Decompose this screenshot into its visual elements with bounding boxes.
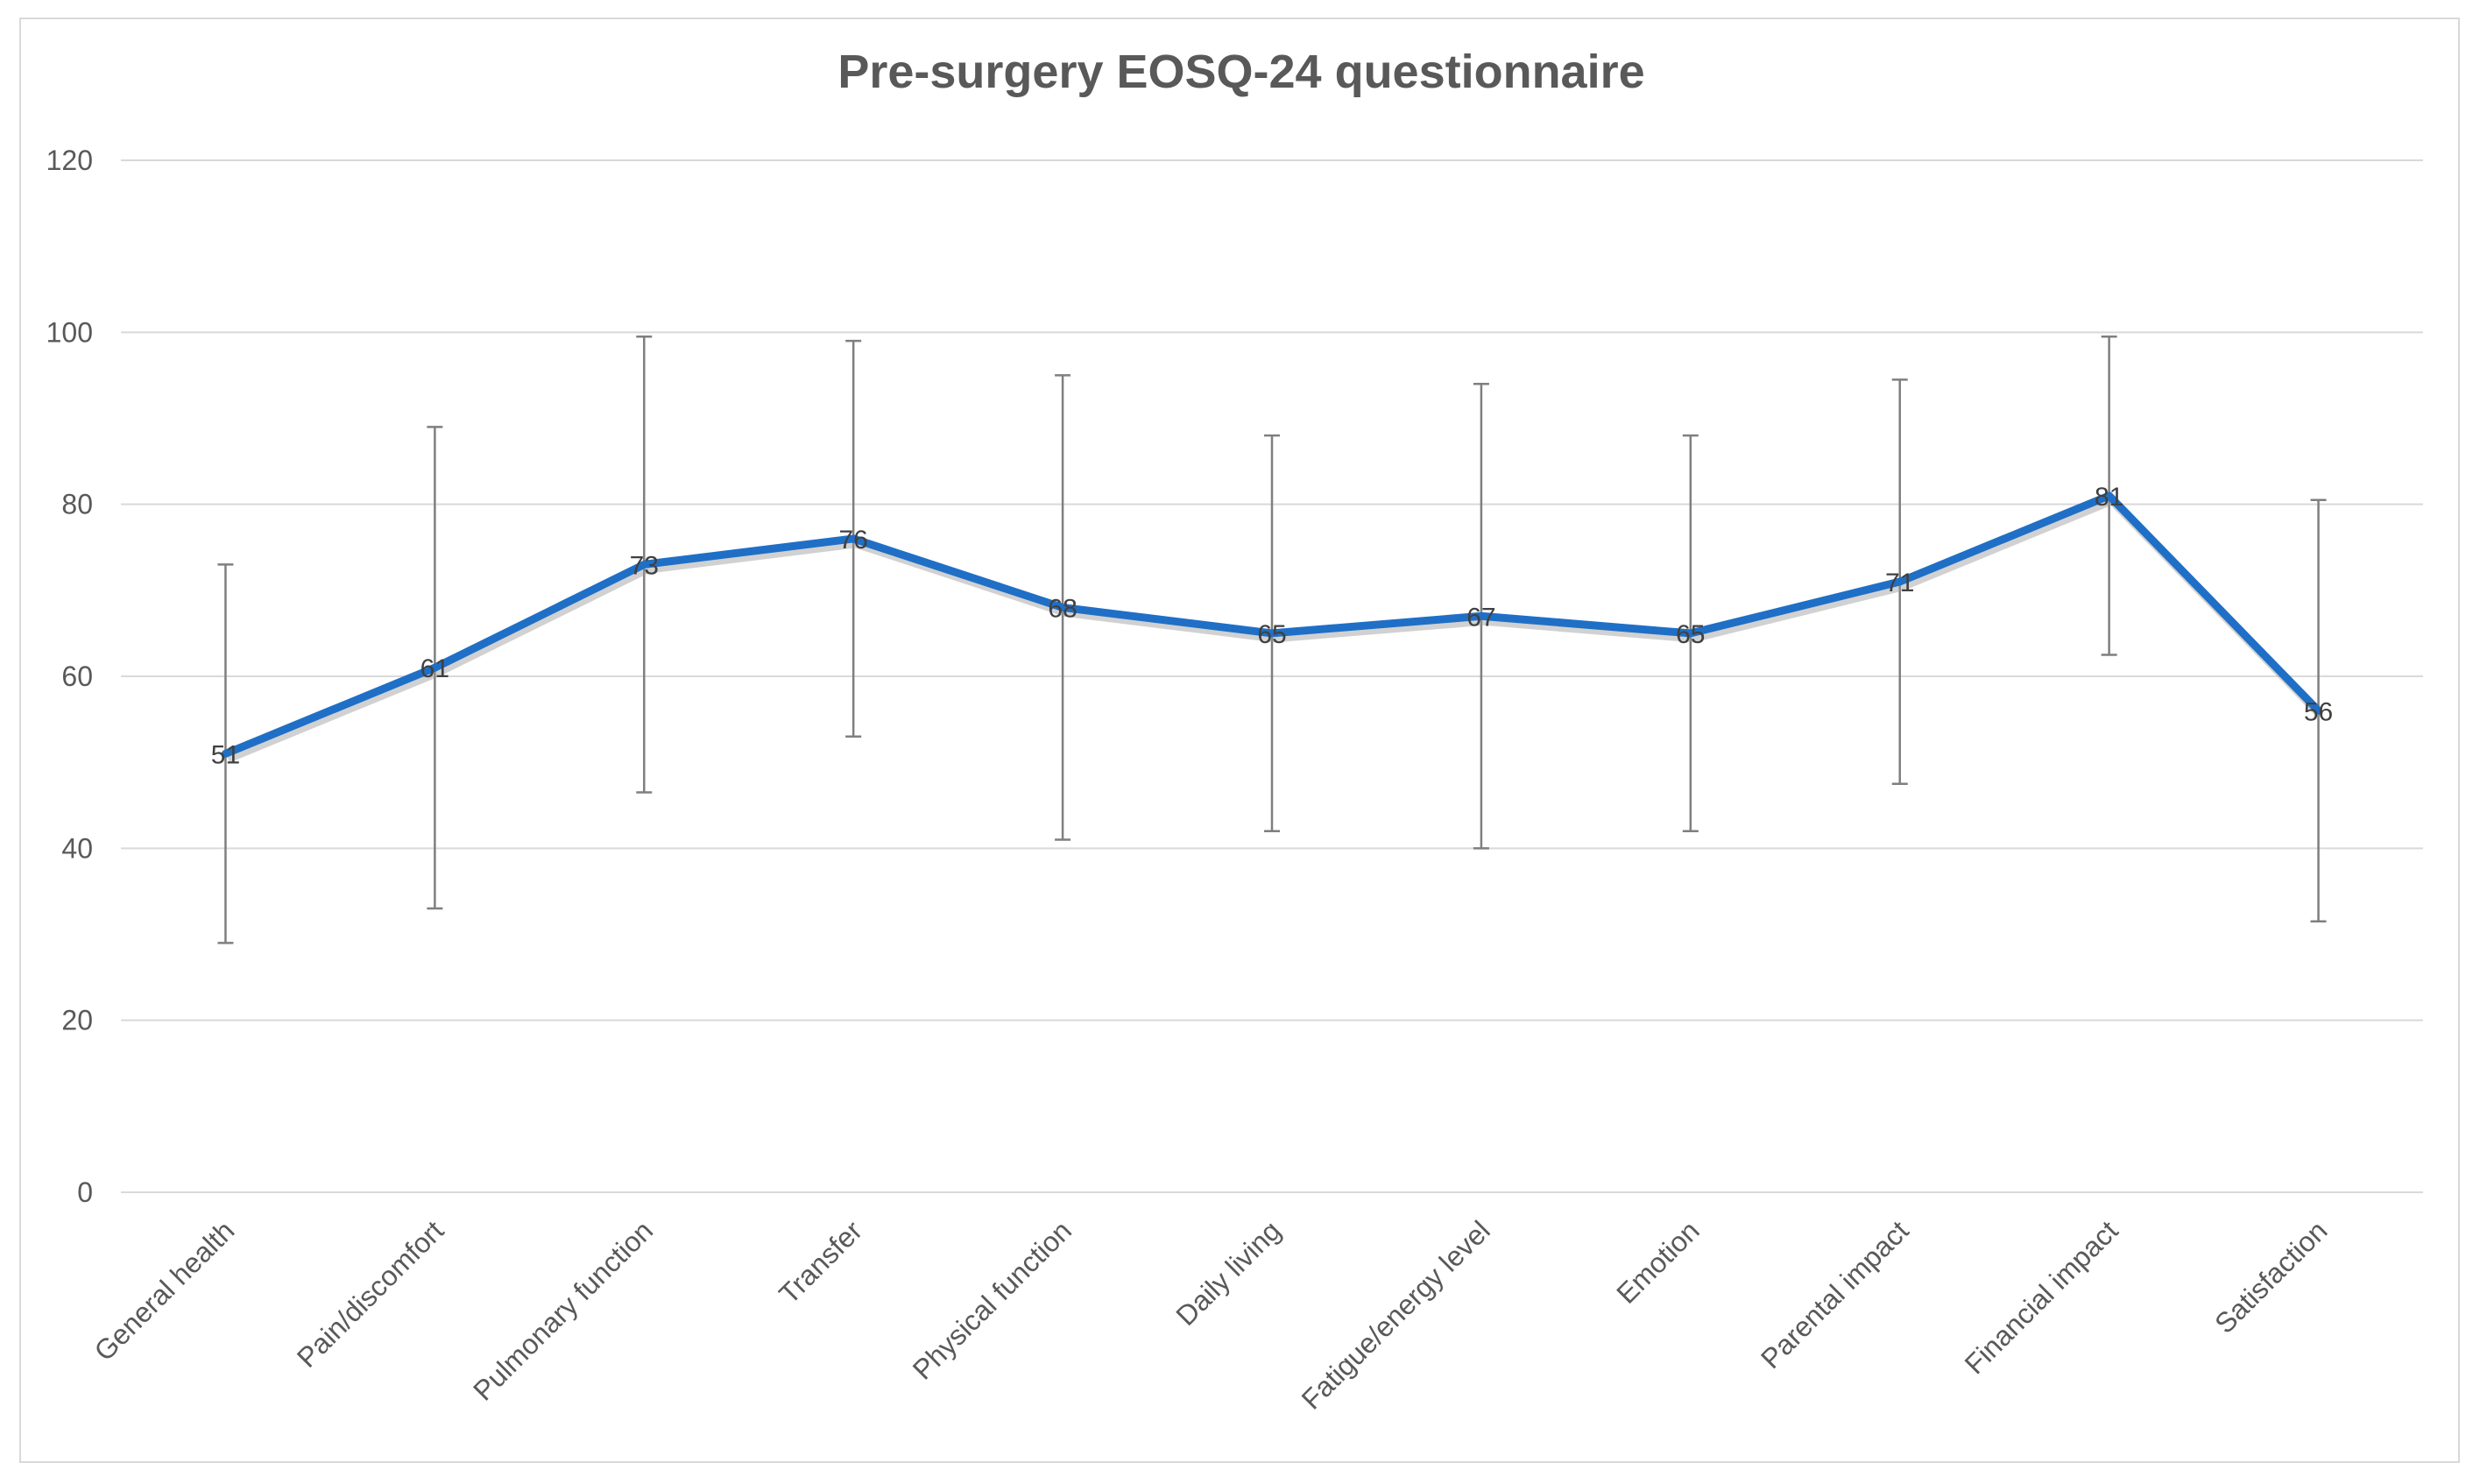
series-line-shadow — [226, 497, 2324, 763]
chart-frame: Pre-surgery EOSQ-24 questionnaire 0 20 40 6… — [19, 18, 2460, 1463]
data-point — [434, 667, 436, 669]
data-label: 51 — [211, 740, 240, 769]
data-label: 76 — [838, 526, 867, 555]
data-point — [643, 563, 646, 566]
y-tick-label: 20 — [61, 1005, 93, 1036]
y-tick-label: 80 — [61, 489, 93, 520]
data-label: 68 — [1048, 594, 1077, 623]
data-point — [852, 537, 855, 540]
data-label: 65 — [1257, 620, 1286, 649]
x-tick-label: General health — [88, 1214, 241, 1367]
data-point — [1480, 615, 1482, 618]
data-label: 56 — [2304, 697, 2333, 726]
y-axis-ticks: 0 20 40 60 80 100 120 — [46, 145, 93, 1208]
line-chart: Pre-surgery EOSQ-24 questionnaire 0 20 40 6… — [46, 46, 2423, 1416]
x-tick-label: Pain/discomfort — [291, 1214, 449, 1373]
x-tick-label: Daily living — [1169, 1214, 1287, 1332]
x-axis-ticks: General health Pain/discomfort Pulmonary f… — [88, 1214, 2334, 1415]
data-label: 73 — [630, 551, 659, 580]
chart-title: Pre-surgery EOSQ-24 questionnaire — [837, 46, 1644, 98]
x-tick-label: Satisfaction — [2208, 1214, 2333, 1339]
x-tick-label: Transfer — [773, 1214, 868, 1310]
data-labels: 51 61 73 76 68 65 67 65 71 81 56 — [211, 483, 2333, 770]
y-tick-label: 100 — [46, 316, 93, 348]
x-tick-label: Physical function — [907, 1214, 1077, 1385]
data-label: 81 — [2095, 483, 2123, 512]
y-tick-label: 0 — [77, 1177, 93, 1208]
data-point — [2108, 494, 2110, 497]
data-point — [2317, 710, 2320, 712]
data-point — [1062, 606, 1064, 609]
x-tick-label: Fatigue/energy level — [1296, 1214, 1496, 1415]
data-point — [224, 753, 227, 755]
x-tick-label: Parental impact — [1755, 1214, 1915, 1374]
data-label: 71 — [1885, 569, 1914, 597]
data-point — [1271, 632, 1273, 634]
x-tick-label: Financial impact — [1959, 1214, 2124, 1380]
y-tick-label: 60 — [61, 661, 93, 692]
x-tick-label: Emotion — [1610, 1214, 1705, 1309]
data-label: 65 — [1676, 620, 1705, 649]
data-label: 67 — [1466, 603, 1495, 632]
data-point — [1689, 632, 1692, 634]
data-label: 61 — [420, 654, 449, 683]
y-tick-label: 40 — [61, 832, 93, 864]
y-tick-label: 120 — [46, 145, 93, 176]
series-lines — [221, 491, 2324, 763]
x-tick-label: Pulmonary function — [467, 1214, 659, 1406]
data-point — [1898, 581, 1901, 583]
